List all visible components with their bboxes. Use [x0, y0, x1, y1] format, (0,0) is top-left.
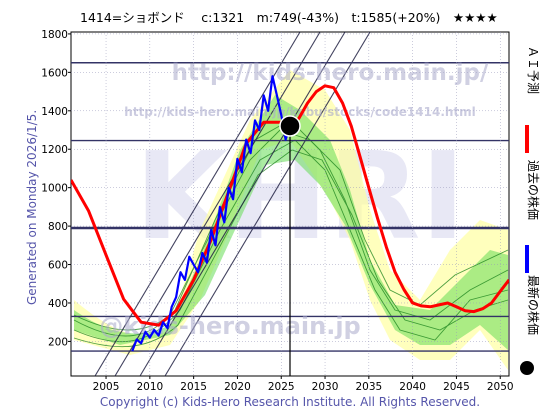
x-tick-label-2005: 2005 — [93, 381, 120, 393]
x-tick-label-2030: 2030 — [312, 381, 339, 393]
forecast-band-inner — [74, 95, 508, 350]
chart-title: 1414=ショボンド c:1321 m:749(-43%) t:1585(+20… — [80, 10, 498, 25]
series-line-1 — [131, 75, 292, 352]
y-tick-label-1800: 1800 — [41, 29, 68, 41]
code-url-watermark: http://kids-hero.main.jp/kabu/stocks/cod… — [124, 105, 476, 119]
y-tick-label-1200: 1200 — [41, 144, 68, 156]
series-layer — [71, 75, 509, 352]
legend-label-2: 最新の株価 — [526, 275, 541, 335]
y-tick-label-1000: 1000 — [41, 183, 68, 195]
x-tick-label-2015: 2015 — [180, 381, 207, 393]
y-tick-label-1600: 1600 — [41, 67, 68, 79]
legend-item-1: 過去の株価 — [525, 160, 541, 273]
legend-item-2: 最新の株価 — [520, 275, 541, 375]
y-tick-label-600: 600 — [48, 260, 68, 272]
y-tick-label-400: 400 — [48, 298, 68, 310]
x-tick-label-2045: 2045 — [443, 381, 470, 393]
legend-item-0: ＡＩ予測 — [525, 46, 540, 153]
footer-copyright: Copyright (c) Kids-Hero Research Institu… — [100, 395, 480, 409]
series-line-0 — [71, 84, 509, 327]
email-watermark: @kids-hero.main.jp — [99, 312, 360, 340]
x-tick-label-2020: 2020 — [224, 381, 251, 393]
y-tick-label-200: 200 — [48, 336, 68, 348]
generated-date: Generated on Monday 2026/1/5. — [25, 110, 39, 305]
url-watermark: http://kids-hero.main.jp/ — [172, 60, 489, 86]
legend-label-1: 過去の株価 — [526, 160, 541, 220]
y-axis: 200 400 600 800 1000 1200 1400 1600 1800 — [41, 29, 71, 348]
x-tick-label-2035: 2035 — [355, 381, 382, 393]
legend-label-0: ＡＩ予測 — [526, 46, 540, 94]
y-tick-label-1400: 1400 — [41, 106, 68, 118]
x-tick-label-2025: 2025 — [268, 381, 295, 393]
y-tick-label-800: 800 — [48, 221, 68, 233]
legend-swatch-2 — [520, 361, 534, 375]
x-tick-label-2040: 2040 — [399, 381, 426, 393]
x-tick-label-2050: 2050 — [487, 381, 514, 393]
latest-price-dot — [279, 115, 301, 137]
x-tick-label-2010: 2010 — [136, 381, 163, 393]
x-axis: 2005 2010 2015 2020 2025 2030 2035 2040 2045 2050 — [93, 376, 514, 393]
